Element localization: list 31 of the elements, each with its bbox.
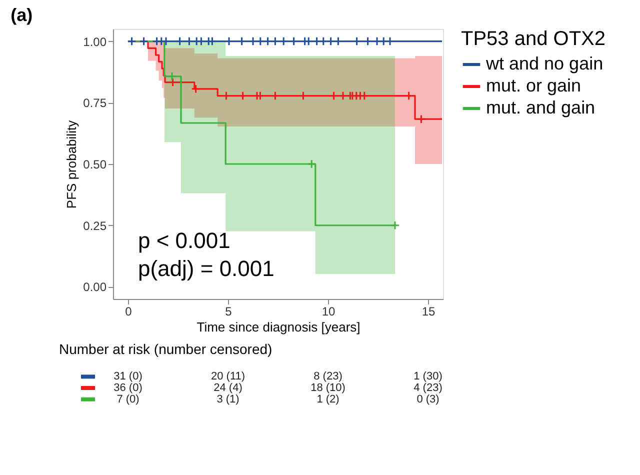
text: 1 (2) [316,393,340,406]
x-tick-label: 0 [125,304,132,318]
text: 31 (0) [114,370,142,383]
y-tick-label: 0.75 [83,96,107,110]
text: 7 (0) [116,393,140,406]
text: 4 (23) [414,382,442,394]
x-tick-label: 10 [322,304,336,318]
y-tick-label: 0.25 [83,218,107,233]
text: 18 (10) [310,382,346,394]
text: 8 (23) [314,370,342,383]
legend-title: TP53 and OTX2 [461,28,606,50]
y-axis-title: PFS probability [64,120,80,209]
legend-label: wt and no gain [485,54,604,74]
x-axis-title: Time since diagnosis [years] [196,320,360,334]
annotation: p < 0.001 [138,228,230,253]
text: 1 (30) [414,370,442,383]
text: 3 (1) [216,393,240,406]
chart-title: (a) [10,5,33,25]
text: Number at risk (number censored) [59,341,272,357]
y-tick-label: 0.00 [83,280,107,294]
annotation: p(adj) = 0.001 [138,256,274,281]
x-tick-label: 5 [225,304,232,318]
text: 36 (0) [114,382,142,394]
legend-label: mut. and gain [486,98,596,118]
text: 24 (4) [214,382,242,394]
y-tick-label: 0.50 [83,158,107,172]
legend-label: mut. or gain [486,76,582,96]
text: 0 (3) [416,393,440,406]
x-tick-label: 15 [422,304,436,318]
y-tick-label: 1.00 [83,34,107,49]
text: 20 (11) [210,370,246,383]
